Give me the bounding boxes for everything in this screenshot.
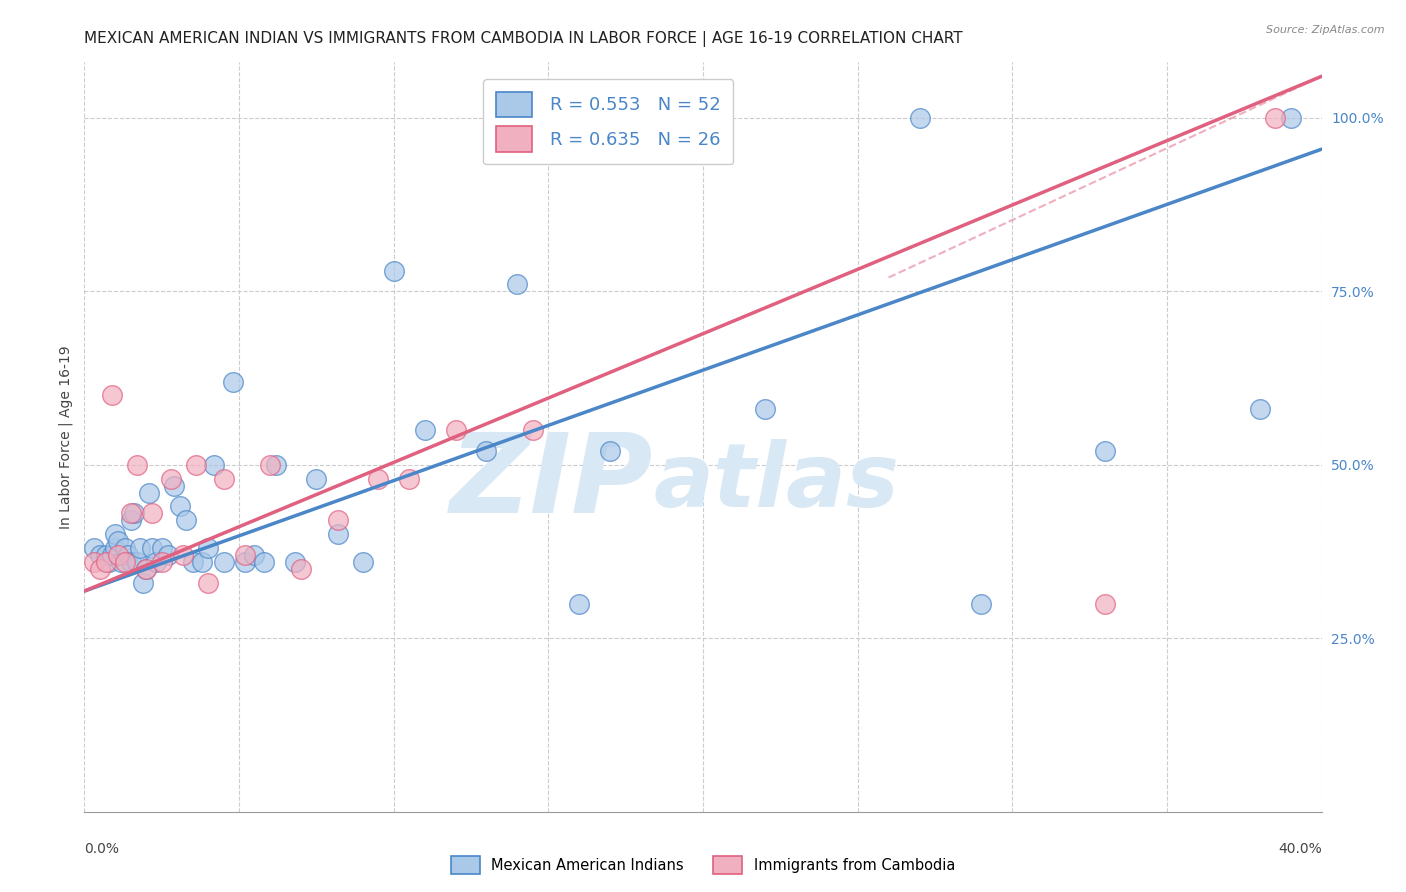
Point <box>107 534 129 549</box>
Point <box>101 388 124 402</box>
Point <box>169 500 191 514</box>
Point <box>181 555 204 569</box>
Point <box>114 555 136 569</box>
Point <box>94 548 117 562</box>
Point <box>107 548 129 562</box>
Point <box>83 541 105 555</box>
Point <box>156 548 179 562</box>
Point <box>138 485 160 500</box>
Point <box>475 444 498 458</box>
Point <box>125 458 148 472</box>
Point <box>367 472 389 486</box>
Point <box>114 541 136 555</box>
Point <box>117 548 139 562</box>
Point <box>754 402 776 417</box>
Point <box>305 472 328 486</box>
Text: Source: ZipAtlas.com: Source: ZipAtlas.com <box>1267 25 1385 35</box>
Point <box>172 548 194 562</box>
Point <box>135 562 157 576</box>
Text: ZIP: ZIP <box>450 428 654 535</box>
Point <box>122 507 145 521</box>
Point <box>326 513 349 527</box>
Point <box>1249 402 1271 417</box>
Point <box>120 507 142 521</box>
Point <box>129 541 152 555</box>
Text: 40.0%: 40.0% <box>1278 842 1322 856</box>
Point <box>125 555 148 569</box>
Text: 0.0%: 0.0% <box>84 842 120 856</box>
Point <box>599 444 621 458</box>
Text: atlas: atlas <box>654 439 900 525</box>
Point <box>120 513 142 527</box>
Point <box>243 548 266 562</box>
Point <box>908 111 931 125</box>
Point <box>382 263 405 277</box>
Point <box>104 527 127 541</box>
Point <box>326 527 349 541</box>
Point <box>89 548 111 562</box>
Point <box>264 458 287 472</box>
Legend: Mexican American Indians, Immigrants from Cambodia: Mexican American Indians, Immigrants fro… <box>444 850 962 880</box>
Point <box>83 555 105 569</box>
Point <box>398 472 420 486</box>
Point <box>233 548 256 562</box>
Point <box>120 555 142 569</box>
Point <box>101 548 124 562</box>
Point <box>150 555 173 569</box>
Point <box>191 555 214 569</box>
Point <box>98 555 121 569</box>
Point <box>202 458 225 472</box>
Point <box>212 555 235 569</box>
Point <box>176 513 198 527</box>
Point <box>94 555 117 569</box>
Y-axis label: In Labor Force | Age 16-19: In Labor Force | Age 16-19 <box>59 345 73 529</box>
Point <box>132 575 155 590</box>
Point <box>104 541 127 555</box>
Point <box>233 555 256 569</box>
Point <box>568 597 591 611</box>
Point <box>150 541 173 555</box>
Point <box>197 575 219 590</box>
Point <box>1279 111 1302 125</box>
Point <box>222 375 245 389</box>
Point <box>141 507 163 521</box>
Point <box>970 597 993 611</box>
Point <box>259 458 281 472</box>
Point <box>284 555 307 569</box>
Point <box>1094 597 1116 611</box>
Point <box>163 478 186 492</box>
Text: MEXICAN AMERICAN INDIAN VS IMMIGRANTS FROM CAMBODIA IN LABOR FORCE | AGE 16-19 C: MEXICAN AMERICAN INDIAN VS IMMIGRANTS FR… <box>84 31 963 47</box>
Point <box>1094 444 1116 458</box>
Point <box>506 277 529 292</box>
Point <box>444 423 467 437</box>
Point <box>141 541 163 555</box>
Point <box>160 472 183 486</box>
Point <box>1264 111 1286 125</box>
Point <box>110 555 132 569</box>
Point <box>197 541 219 555</box>
Point <box>212 472 235 486</box>
Point <box>135 562 157 576</box>
Point <box>145 555 167 569</box>
Legend: R = 0.553   N = 52, R = 0.635   N = 26: R = 0.553 N = 52, R = 0.635 N = 26 <box>484 79 734 164</box>
Point <box>89 562 111 576</box>
Point <box>352 555 374 569</box>
Point <box>522 423 544 437</box>
Point <box>184 458 207 472</box>
Point <box>253 555 276 569</box>
Point <box>290 562 312 576</box>
Point <box>413 423 436 437</box>
